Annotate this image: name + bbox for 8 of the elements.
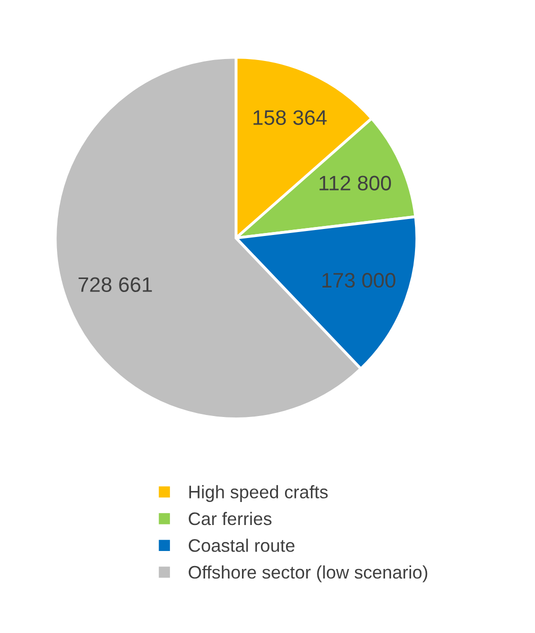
data-label: 173 000 xyxy=(322,272,396,288)
data-label: 158 364 xyxy=(254,110,327,125)
data-label: 728 661 xyxy=(78,277,152,292)
data-label: 112 800 xyxy=(320,176,391,190)
legend-label: Car ferries xyxy=(188,512,272,526)
legend-label: Coastal route xyxy=(188,538,294,552)
legend-label: High speed crafts xyxy=(189,485,328,502)
legend-label: Offshore sector (low scenario) xyxy=(188,565,428,582)
